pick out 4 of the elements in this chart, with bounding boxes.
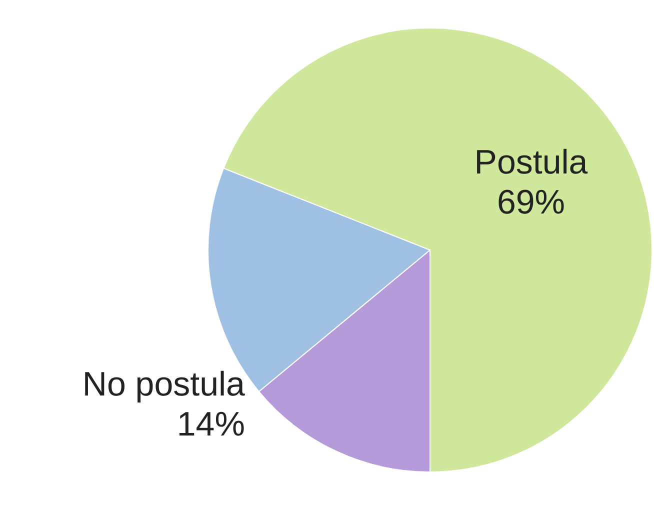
data-label: 14% <box>176 406 245 444</box>
slice-label: No postula <box>82 366 246 404</box>
data-label: 69% <box>496 183 566 222</box>
slice-label: Postula <box>474 143 588 182</box>
